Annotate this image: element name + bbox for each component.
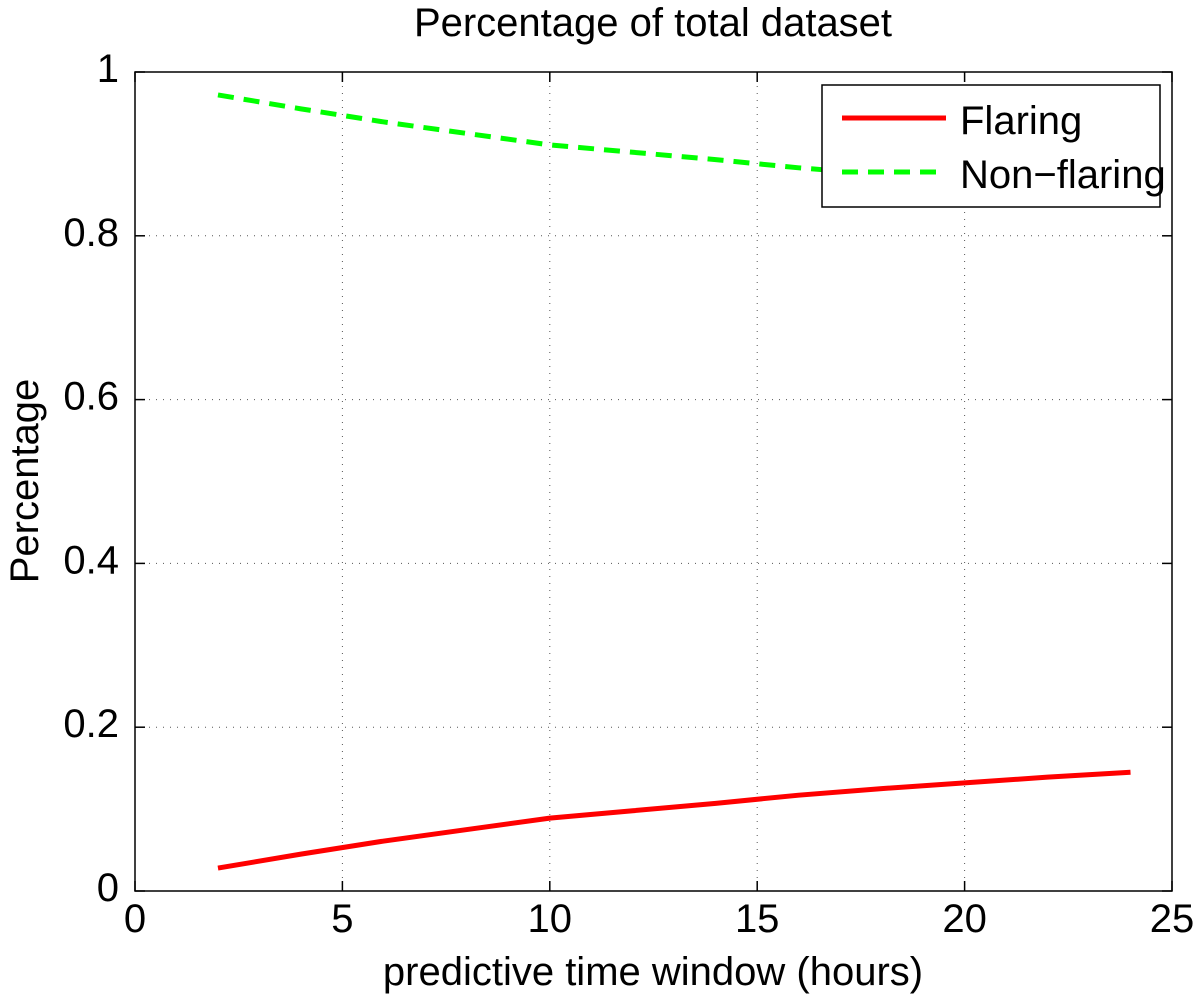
plot-area	[134, 71, 1173, 892]
y-tick-label: 0.4	[63, 538, 119, 582]
legend: Flaring Non−flaring	[821, 84, 1166, 208]
legend-label-non-flaring: Non−flaring	[960, 153, 1166, 197]
series-line-flaring	[217, 769, 1131, 871]
y-tick-label: 0	[97, 866, 119, 910]
x-tick-label: 20	[942, 897, 987, 941]
legend-box	[821, 84, 1161, 208]
y-tick-label: 0.2	[63, 702, 119, 746]
y-tick-label: 0.8	[63, 211, 119, 255]
x-axis-label: predictive time window (hours)	[383, 950, 923, 994]
x-tick-label: 25	[1150, 897, 1195, 941]
y-tick-label: 1	[97, 47, 119, 91]
chart-title: Percentage of total dataset	[414, 1, 892, 45]
y-axis-label: Percentage	[3, 379, 47, 584]
x-tick-label: 10	[528, 897, 573, 941]
grid	[135, 72, 1172, 891]
x-tick-label: 15	[735, 897, 780, 941]
x-tick-label: 0	[124, 897, 146, 941]
y-tick-label: 0.6	[63, 375, 119, 419]
legend-label-flaring: Flaring	[960, 99, 1082, 143]
x-tick-label: 5	[331, 897, 353, 941]
axis-ticks: 0 5 10 15 20 25 0 0.2 0.4 0.6 0.8 1	[63, 47, 1194, 941]
series-group	[217, 92, 1131, 871]
